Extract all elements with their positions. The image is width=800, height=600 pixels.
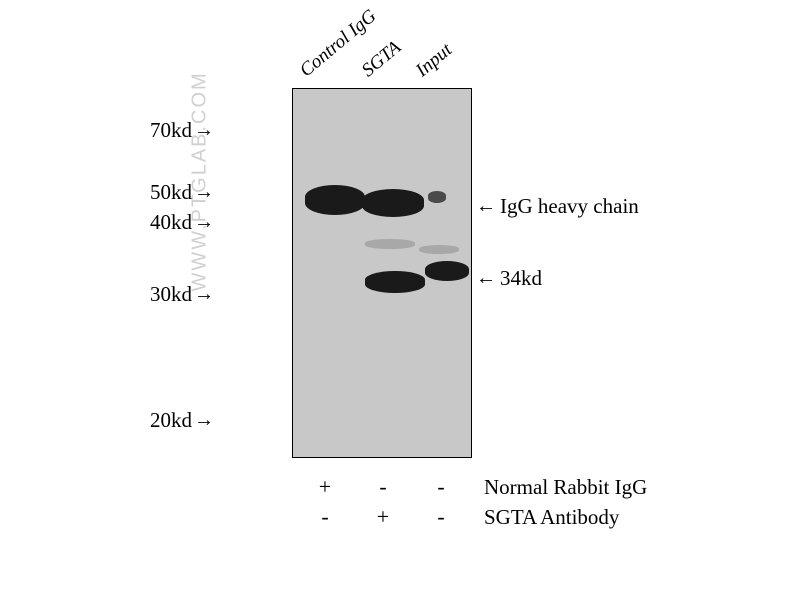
figure-container: WWW.PTGLAB.COM Control IgG SGTA Input 70… bbox=[0, 0, 800, 600]
mw-70kd-text: 70kd bbox=[150, 118, 192, 143]
lane-label-input: Input bbox=[412, 39, 457, 82]
cond-cell: + bbox=[296, 474, 354, 500]
condition-row-normal-rabbit-igg: + - - Normal Rabbit IgG bbox=[296, 472, 647, 502]
mw-20kd: 20kd→ bbox=[150, 408, 214, 433]
lane-label-sgta: SGTA bbox=[358, 37, 406, 82]
mw-50kd: 50kd→ bbox=[150, 180, 214, 205]
annotation-34kd-text: 34kd bbox=[500, 266, 542, 291]
cond-cell: - bbox=[354, 474, 412, 500]
arrow-left-icon: ← bbox=[476, 267, 496, 290]
arrow-right-icon: → bbox=[194, 283, 214, 306]
band-input-upper-faint bbox=[419, 245, 459, 254]
mw-70kd: 70kd→ bbox=[150, 118, 214, 143]
mw-30kd: 30kd→ bbox=[150, 282, 214, 307]
cond-cell: - bbox=[412, 474, 470, 500]
arrow-right-icon: → bbox=[194, 181, 214, 204]
cond-cell: - bbox=[296, 504, 354, 530]
band-input-heavy bbox=[428, 191, 446, 203]
mw-40kd-text: 40kd bbox=[150, 210, 192, 235]
arrow-left-icon: ← bbox=[476, 195, 496, 218]
mw-50kd-text: 50kd bbox=[150, 180, 192, 205]
arrow-right-icon: → bbox=[194, 211, 214, 234]
western-blot-panel bbox=[292, 88, 472, 458]
mw-20kd-text: 20kd bbox=[150, 408, 192, 433]
cond-cell: - bbox=[412, 504, 470, 530]
band-sgta-34kd bbox=[365, 271, 425, 293]
band-sgta-upper-faint bbox=[365, 239, 415, 249]
band-sgta-heavy bbox=[362, 189, 424, 217]
cond-cell: + bbox=[354, 504, 412, 530]
condition-table: + - - Normal Rabbit IgG - + - SGTA Antib… bbox=[296, 472, 647, 532]
mw-30kd-text: 30kd bbox=[150, 282, 192, 307]
cond-label-normal-rabbit-igg: Normal Rabbit IgG bbox=[484, 475, 647, 500]
condition-row-sgta-antibody: - + - SGTA Antibody bbox=[296, 502, 647, 532]
annotation-igg-heavy-chain: ←IgG heavy chain bbox=[476, 194, 639, 219]
annotation-igg-heavy-chain-text: IgG heavy chain bbox=[500, 194, 639, 219]
band-control-heavy bbox=[305, 185, 365, 215]
arrow-right-icon: → bbox=[194, 409, 214, 432]
mw-40kd: 40kd→ bbox=[150, 210, 214, 235]
cond-label-sgta-antibody: SGTA Antibody bbox=[484, 505, 619, 530]
band-input-34kd bbox=[425, 261, 469, 281]
annotation-34kd: ←34kd bbox=[476, 266, 542, 291]
arrow-right-icon: → bbox=[194, 119, 214, 142]
